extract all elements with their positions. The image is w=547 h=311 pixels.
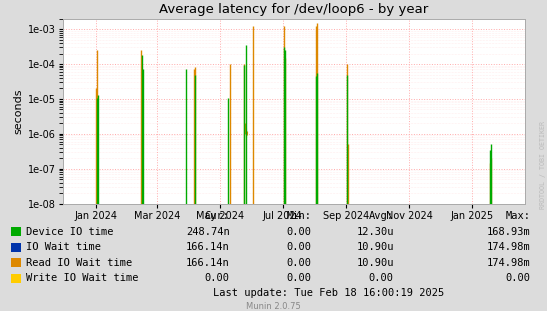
- Y-axis label: seconds: seconds: [14, 88, 24, 134]
- Text: 0.00: 0.00: [287, 273, 312, 283]
- Text: 168.93m: 168.93m: [487, 227, 531, 237]
- Text: 0.00: 0.00: [287, 242, 312, 252]
- Text: 12.30u: 12.30u: [356, 227, 394, 237]
- Text: Write IO Wait time: Write IO Wait time: [26, 273, 139, 283]
- Text: Avg:: Avg:: [369, 211, 394, 221]
- Text: 0.00: 0.00: [287, 258, 312, 268]
- Text: RRDTOOL / TOBI OETIKER: RRDTOOL / TOBI OETIKER: [540, 121, 546, 209]
- Text: Device IO time: Device IO time: [26, 227, 114, 237]
- Title: Average latency for /dev/loop6 - by year: Average latency for /dev/loop6 - by year: [159, 3, 429, 16]
- Text: Last update: Tue Feb 18 16:00:19 2025: Last update: Tue Feb 18 16:00:19 2025: [213, 288, 444, 298]
- Text: Munin 2.0.75: Munin 2.0.75: [246, 302, 301, 311]
- Text: Min:: Min:: [287, 211, 312, 221]
- Text: 10.90u: 10.90u: [356, 258, 394, 268]
- Text: Cur:: Cur:: [205, 211, 230, 221]
- Text: Read IO Wait time: Read IO Wait time: [26, 258, 132, 268]
- Text: 166.14n: 166.14n: [186, 258, 230, 268]
- Text: Max:: Max:: [505, 211, 531, 221]
- Text: 248.74n: 248.74n: [186, 227, 230, 237]
- Text: 166.14n: 166.14n: [186, 242, 230, 252]
- Text: 0.00: 0.00: [205, 273, 230, 283]
- Text: IO Wait time: IO Wait time: [26, 242, 101, 252]
- Text: 174.98m: 174.98m: [487, 242, 531, 252]
- Text: 10.90u: 10.90u: [356, 242, 394, 252]
- Text: 174.98m: 174.98m: [487, 258, 531, 268]
- Text: 0.00: 0.00: [287, 227, 312, 237]
- Text: 0.00: 0.00: [505, 273, 531, 283]
- Text: 0.00: 0.00: [369, 273, 394, 283]
